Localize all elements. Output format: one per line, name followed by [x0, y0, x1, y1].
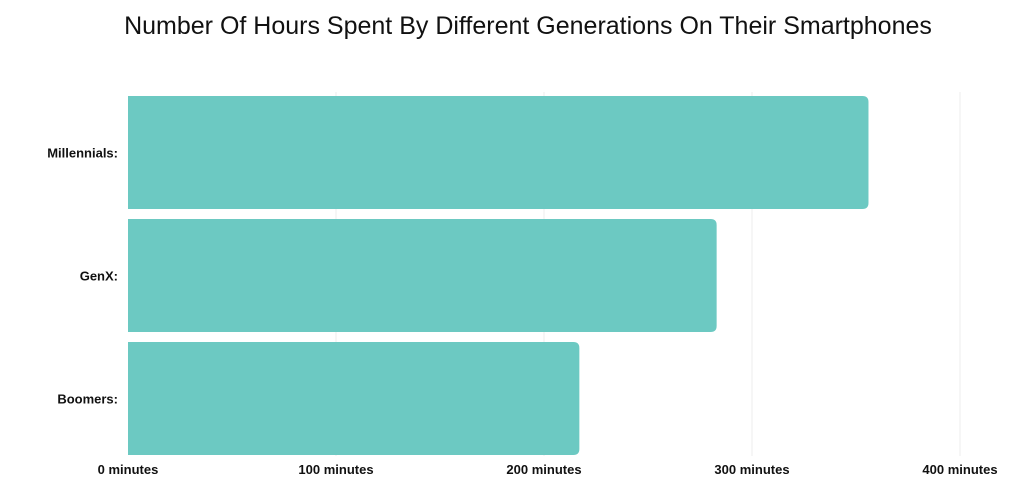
category-label: GenX: — [80, 269, 118, 284]
category-label: Millennials: — [47, 146, 118, 161]
category-label: Boomers: — [57, 392, 118, 407]
x-tick-label: 200 minutes — [506, 462, 581, 477]
bar-boomers — [128, 342, 580, 455]
x-tick-label: 0 minutes — [98, 462, 159, 477]
bar-millennials — [128, 96, 869, 209]
x-axis-ticks: 0 minutes 100 minutes 200 minutes 300 minut… — [98, 462, 998, 477]
x-tick-label: 300 minutes — [714, 462, 789, 477]
chart-title: Number Of Hours Spent By Different Gener… — [124, 12, 932, 40]
x-tick-label: 100 minutes — [298, 462, 373, 477]
bars — [128, 96, 869, 455]
x-tick-label: 400 minutes — [922, 462, 997, 477]
category-labels: Millennials: GenX: Boomers: — [47, 146, 118, 407]
bar-genx — [128, 219, 717, 332]
